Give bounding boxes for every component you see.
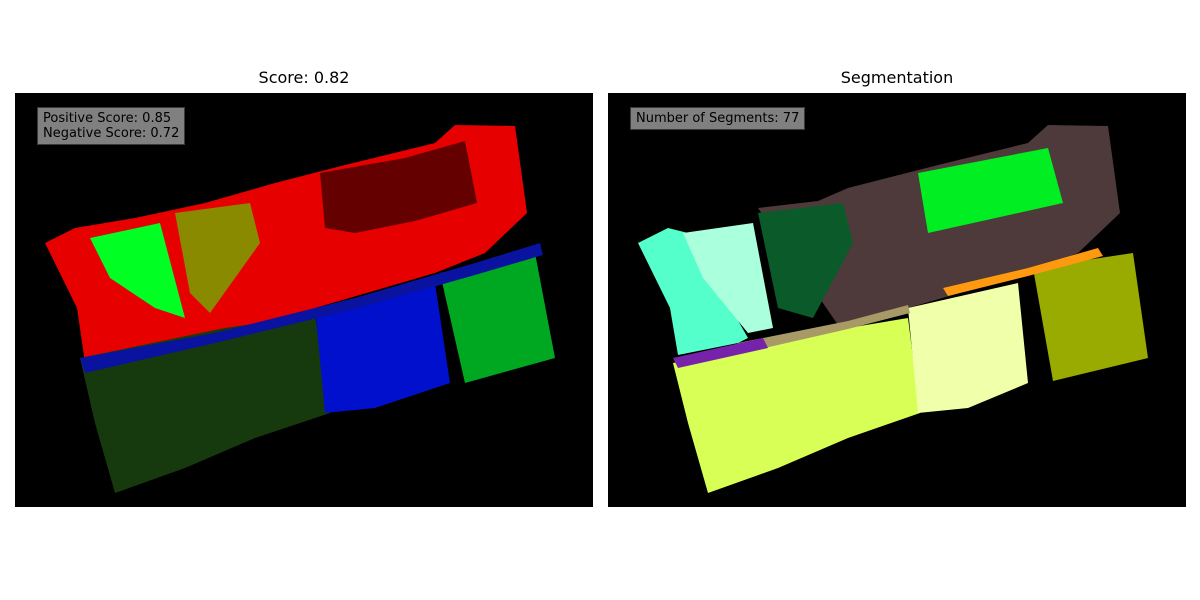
segments-count-label: Number of Segments: 77 bbox=[636, 111, 800, 126]
tan-band-segment bbox=[738, 305, 910, 353]
lime-segment bbox=[918, 148, 1063, 233]
green-region bbox=[440, 253, 555, 383]
pale-mint-segment bbox=[683, 223, 773, 333]
olive-region bbox=[175, 203, 260, 313]
negative-score-label: Negative Score: 0.72 bbox=[43, 126, 180, 141]
segmentation-map bbox=[638, 125, 1148, 493]
aqua-segment bbox=[638, 228, 748, 355]
dark-green-band bbox=[80, 243, 543, 373]
dark-red-region bbox=[320, 141, 477, 233]
right-panel-title: Segmentation bbox=[840, 68, 954, 87]
segmentation-image-panel: Number of Segments: 77 bbox=[608, 93, 1186, 507]
orange-band-segment bbox=[943, 248, 1103, 296]
pale-yellow-segment bbox=[908, 283, 1028, 413]
bright-green-region bbox=[90, 223, 185, 318]
olive-segment bbox=[1033, 253, 1148, 381]
forest-green-segment bbox=[758, 203, 853, 318]
score-image-panel: Positive Score: 0.85 Negative Score: 0.7… bbox=[15, 93, 593, 507]
purple-band-segment bbox=[673, 338, 768, 368]
positive-score-label: Positive Score: 0.85 bbox=[43, 111, 172, 126]
score-legend-box: Positive Score: 0.85 Negative Score: 0.7… bbox=[37, 107, 186, 145]
score-map bbox=[45, 125, 555, 493]
navy-region bbox=[315, 283, 450, 413]
segments-count-box: Number of Segments: 77 bbox=[630, 107, 806, 130]
yellow-green-segment bbox=[673, 318, 920, 493]
left-panel-title: Score: 0.82 bbox=[258, 68, 350, 87]
